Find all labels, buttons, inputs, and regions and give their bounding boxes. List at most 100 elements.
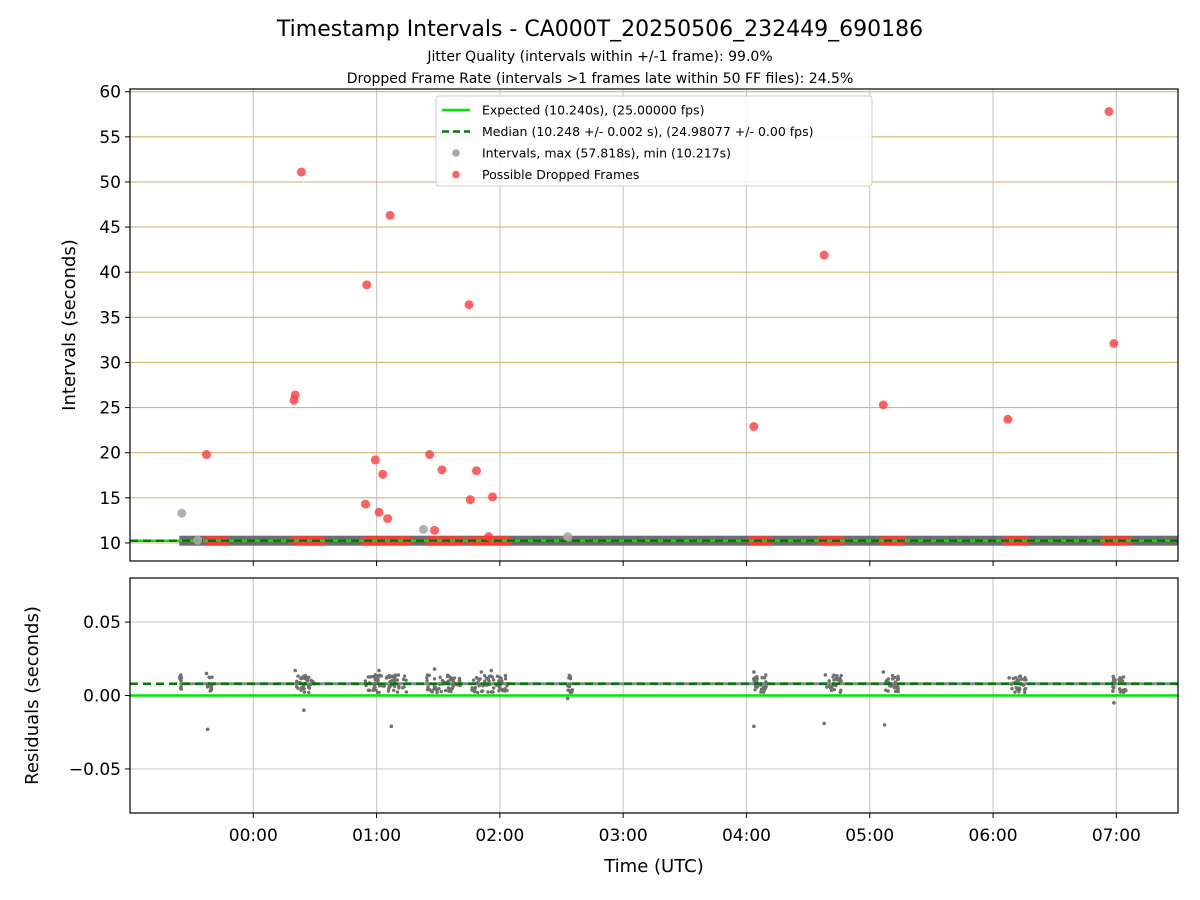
residual-point bbox=[303, 674, 308, 678]
residual-point bbox=[1112, 680, 1116, 685]
residual-point bbox=[1017, 687, 1022, 692]
residual-point bbox=[401, 677, 406, 682]
dropped-frame-point-3 bbox=[296, 167, 306, 177]
residual-point bbox=[475, 676, 479, 680]
residual-point bbox=[400, 686, 405, 690]
top-ylabel: Intervals (seconds) bbox=[59, 239, 80, 411]
residual-point bbox=[209, 685, 214, 689]
dropped-frame-point-6 bbox=[370, 455, 380, 465]
residual-outlier-1 bbox=[205, 727, 210, 732]
legend-label-3: Possible Dropped Frames bbox=[482, 167, 639, 182]
dropped-frame-point-5 bbox=[360, 499, 370, 509]
residual-point bbox=[832, 687, 837, 692]
residual-point bbox=[893, 680, 898, 684]
residual-point bbox=[374, 688, 378, 692]
residual-point bbox=[755, 674, 759, 679]
residual-point bbox=[479, 689, 484, 694]
residual-point bbox=[760, 675, 765, 680]
residual-point bbox=[451, 677, 455, 681]
residual-point bbox=[498, 685, 502, 689]
residual-point bbox=[1120, 679, 1125, 683]
residual-outlier-8 bbox=[479, 670, 484, 674]
residual-point bbox=[568, 690, 573, 694]
residual-point bbox=[305, 678, 309, 683]
residual-point bbox=[299, 676, 303, 681]
dropped-frame-point-22 bbox=[1003, 414, 1013, 424]
residual-point bbox=[395, 678, 400, 682]
residual-point bbox=[472, 686, 476, 691]
residual-point bbox=[1019, 677, 1024, 681]
top-ytick-label-60: 60 bbox=[99, 83, 121, 103]
residual-point bbox=[391, 675, 395, 679]
residual-point bbox=[391, 688, 396, 692]
dropped-frame-point-21 bbox=[878, 400, 888, 410]
residual-point bbox=[490, 675, 495, 679]
residual-point bbox=[208, 675, 212, 680]
bottom-xtick-label-04:00: 04:00 bbox=[722, 826, 771, 846]
residual-point bbox=[387, 673, 392, 678]
residual-point bbox=[205, 685, 210, 689]
interval-point-0 bbox=[177, 508, 187, 518]
dropped-frame-point-23 bbox=[1104, 107, 1114, 117]
top-ytick-label-50: 50 bbox=[99, 173, 121, 193]
residual-point bbox=[379, 674, 384, 678]
residual-point bbox=[425, 679, 429, 683]
residual-point bbox=[1013, 690, 1017, 694]
residual-point bbox=[451, 680, 456, 684]
residual-point bbox=[306, 683, 311, 688]
residual-point bbox=[839, 679, 843, 684]
residual-point bbox=[404, 678, 408, 682]
residual-point bbox=[1117, 687, 1122, 691]
residual-point bbox=[457, 676, 462, 681]
residual-point bbox=[827, 684, 832, 689]
residual-point bbox=[443, 688, 448, 693]
residual-point bbox=[1022, 687, 1027, 692]
residuals-panel: 00:00 01:00 02:00 03:00 04:00 05:00 06:00 07:00… bbox=[22, 577, 1179, 877]
residual-point bbox=[491, 690, 495, 694]
residual-point bbox=[1121, 690, 1126, 695]
dropped-frame-point-18 bbox=[487, 492, 497, 502]
interval-point-3 bbox=[563, 532, 573, 542]
residual-point bbox=[483, 679, 487, 683]
residual-point bbox=[363, 679, 368, 683]
residual-point bbox=[478, 677, 482, 681]
residual-point bbox=[303, 676, 307, 681]
dropped-frame-point-16 bbox=[471, 466, 481, 476]
residual-point bbox=[435, 690, 439, 695]
bottom-ytick-label-1: 0.00 bbox=[83, 687, 121, 707]
residual-point bbox=[761, 686, 765, 691]
interval-point-2 bbox=[418, 524, 428, 534]
residual-point bbox=[396, 673, 401, 677]
residual-point bbox=[307, 675, 311, 680]
residual-point bbox=[380, 684, 384, 688]
residual-outlier-12 bbox=[752, 670, 756, 674]
residual-point bbox=[208, 689, 212, 693]
residual-point bbox=[492, 686, 496, 690]
residual-point bbox=[829, 688, 834, 693]
top-ytick-label-10: 10 bbox=[99, 534, 121, 554]
residual-point bbox=[432, 677, 437, 681]
residual-point bbox=[371, 688, 375, 693]
residual-point bbox=[395, 690, 400, 694]
residual-point bbox=[890, 673, 895, 678]
residual-point bbox=[486, 677, 491, 682]
residual-point bbox=[476, 690, 480, 695]
residual-point bbox=[1117, 677, 1121, 682]
dropped-frame-point-14 bbox=[464, 300, 474, 310]
residual-outlier-7 bbox=[432, 667, 437, 671]
bottom-xtick-label-03:00: 03:00 bbox=[599, 826, 648, 846]
residual-outlier-4 bbox=[373, 673, 378, 677]
residual-point bbox=[884, 679, 888, 683]
residual-point bbox=[392, 679, 397, 684]
residual-outlier-14 bbox=[822, 721, 826, 726]
legend-label-2: Intervals, max (57.818s), min (10.217s) bbox=[482, 146, 731, 161]
residual-outlier-5 bbox=[377, 668, 381, 673]
residual-point bbox=[835, 678, 839, 682]
residual-point bbox=[503, 677, 508, 681]
residual-point bbox=[1121, 675, 1126, 679]
residual-point bbox=[438, 682, 442, 686]
top-ytick-label-15: 15 bbox=[99, 489, 121, 509]
top-ytick-label-45: 45 bbox=[99, 218, 121, 238]
residual-point bbox=[302, 690, 307, 694]
residual-point bbox=[835, 674, 839, 678]
